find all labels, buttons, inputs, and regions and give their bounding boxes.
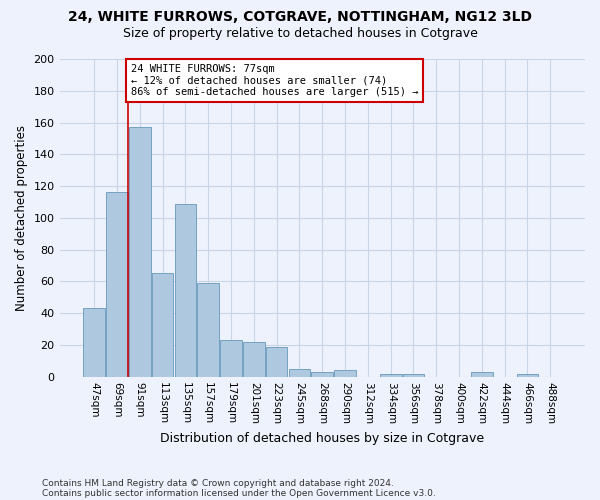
Bar — [220, 340, 242, 376]
Text: Size of property relative to detached houses in Cotgrave: Size of property relative to detached ho… — [122, 28, 478, 40]
Bar — [266, 346, 287, 376]
Bar — [471, 372, 493, 376]
Bar — [152, 274, 173, 376]
Bar — [129, 128, 151, 376]
Bar — [175, 204, 196, 376]
Bar — [243, 342, 265, 376]
Bar — [311, 372, 333, 376]
Bar — [289, 368, 310, 376]
Text: Contains public sector information licensed under the Open Government Licence v3: Contains public sector information licen… — [42, 488, 436, 498]
Y-axis label: Number of detached properties: Number of detached properties — [15, 125, 28, 311]
Bar — [197, 283, 219, 376]
Text: 24, WHITE FURROWS, COTGRAVE, NOTTINGHAM, NG12 3LD: 24, WHITE FURROWS, COTGRAVE, NOTTINGHAM,… — [68, 10, 532, 24]
X-axis label: Distribution of detached houses by size in Cotgrave: Distribution of detached houses by size … — [160, 432, 484, 445]
Bar — [106, 192, 128, 376]
Bar — [517, 374, 538, 376]
Text: Contains HM Land Registry data © Crown copyright and database right 2024.: Contains HM Land Registry data © Crown c… — [42, 478, 394, 488]
Text: 24 WHITE FURROWS: 77sqm
← 12% of detached houses are smaller (74)
86% of semi-de: 24 WHITE FURROWS: 77sqm ← 12% of detache… — [131, 64, 418, 97]
Bar — [403, 374, 424, 376]
Bar — [380, 374, 401, 376]
Bar — [334, 370, 356, 376]
Bar — [83, 308, 105, 376]
